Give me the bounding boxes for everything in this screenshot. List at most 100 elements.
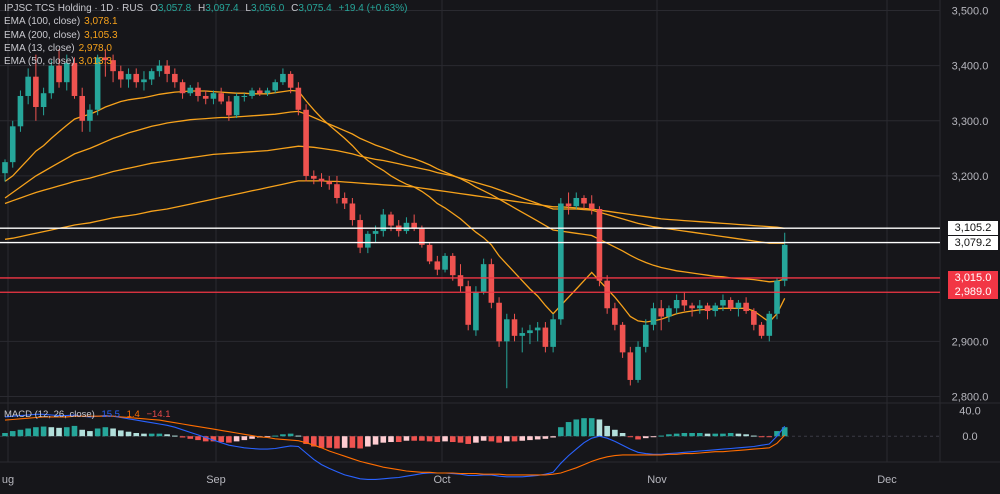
macd-hist-bar (341, 436, 348, 448)
candle-body (148, 71, 155, 80)
candle (426, 242, 433, 265)
candle-body (650, 308, 657, 325)
macd-hist-bar (635, 436, 641, 440)
candle-body (442, 255, 448, 270)
indicator-value: 3,078.1 (84, 16, 118, 27)
candle (110, 54, 116, 83)
candle-body (604, 280, 610, 309)
symbol-title[interactable]: IPJSC TCS Holding · 1D · RUS (4, 3, 144, 14)
open-label: O (150, 3, 158, 14)
macd-hist-bar (442, 436, 448, 442)
candle-body (743, 302, 749, 312)
macd-hist-bar (411, 436, 417, 441)
macd-hist-bar (581, 418, 587, 437)
candle (164, 60, 170, 83)
candle (133, 68, 140, 88)
candle-body (666, 308, 672, 317)
macd-hist-bar (457, 436, 464, 443)
candle-body (102, 57, 109, 61)
macd-hist-bar (697, 433, 703, 437)
candle (619, 322, 626, 358)
macd-hist-bar (727, 433, 734, 437)
candle (287, 71, 294, 94)
macd-hist-bar (102, 427, 109, 437)
macd-hist-bar (473, 436, 479, 443)
candle-body (565, 203, 572, 207)
candle (449, 253, 456, 281)
macd-legend[interactable]: MACD (12, 26, close) 15.5 1.4 −14.1 (4, 409, 171, 420)
macd-hist-bar (125, 431, 132, 437)
candle-body (349, 203, 356, 221)
macd-hist-bar (550, 436, 556, 438)
candle-body (233, 95, 240, 116)
macd-hist-bar (666, 434, 672, 437)
candle (650, 302, 657, 331)
candle-body (496, 302, 502, 342)
macd-hist-bar (419, 436, 425, 441)
macd-hist-bar (650, 436, 657, 438)
candle-body (249, 90, 255, 96)
candle-body (411, 222, 417, 229)
candle (527, 324, 533, 345)
macd-hist-bar (388, 436, 394, 443)
macd-hist-bar (164, 434, 170, 437)
macd-hist-bar (681, 433, 688, 437)
candle (318, 173, 325, 187)
candle (612, 302, 618, 331)
macd-line-value: 15.5 (101, 409, 120, 420)
candle-body (210, 93, 217, 99)
macd-hist-bar (542, 436, 549, 439)
candle-body (287, 73, 294, 88)
candle-body (751, 311, 757, 325)
candle-body (449, 255, 456, 276)
macd-hist-value: −14.1 (146, 409, 171, 420)
candle-body (172, 73, 178, 83)
candle-body (774, 280, 780, 314)
macd-hist-bar (311, 436, 317, 447)
high-value: 3,097.4 (205, 3, 239, 14)
indicator-ema-13[interactable]: EMA (13, close) 2,978.0 (4, 43, 112, 55)
candle-body (720, 299, 726, 306)
candle-body (527, 330, 533, 334)
candle (504, 313, 510, 389)
candle (519, 327, 526, 353)
macd-hist-bar (156, 433, 163, 437)
macd-hist-bar (202, 436, 209, 442)
indicator-ema-50[interactable]: EMA (50, close) 3,013.3 (4, 56, 112, 68)
candle (542, 322, 549, 353)
candle-body (727, 299, 734, 309)
indicator-ema-100[interactable]: EMA (100, close) 3,078.1 (4, 16, 118, 28)
macd-hist-bar (303, 436, 309, 444)
macd-hist-bar (596, 419, 603, 437)
candle (751, 308, 757, 331)
price-axis-tick: 3,300.0 (952, 116, 989, 128)
candle-body (704, 305, 711, 312)
candle (56, 49, 62, 88)
candle (758, 322, 765, 339)
macd-hist-bar (781, 427, 788, 437)
candle (704, 302, 711, 320)
candle-body (56, 65, 62, 83)
macd-hist-bar (357, 436, 363, 449)
close-label: C (291, 3, 299, 14)
candle-body (434, 261, 441, 270)
candle-body (550, 319, 556, 347)
indicator-ema-200[interactable]: EMA (200, close) 3,105.3 (4, 30, 118, 42)
price-tag-ema-100: 3,079.2 (948, 235, 998, 250)
candle-body (612, 308, 618, 325)
candle-body (457, 275, 464, 287)
macd-hist-bar (704, 433, 711, 437)
candle (226, 95, 232, 121)
macd-hist-bar (766, 436, 773, 438)
candle (720, 294, 726, 312)
price-tag-ema-13: 2,989.0 (948, 285, 998, 300)
candle-body (388, 214, 394, 226)
candle (697, 299, 703, 314)
macd-hist-bar (295, 435, 302, 437)
candle-body (110, 60, 116, 72)
time-axis-tick: Sep (206, 474, 226, 486)
candle-body (581, 197, 587, 204)
candle (488, 258, 495, 309)
candle-body (504, 319, 510, 342)
